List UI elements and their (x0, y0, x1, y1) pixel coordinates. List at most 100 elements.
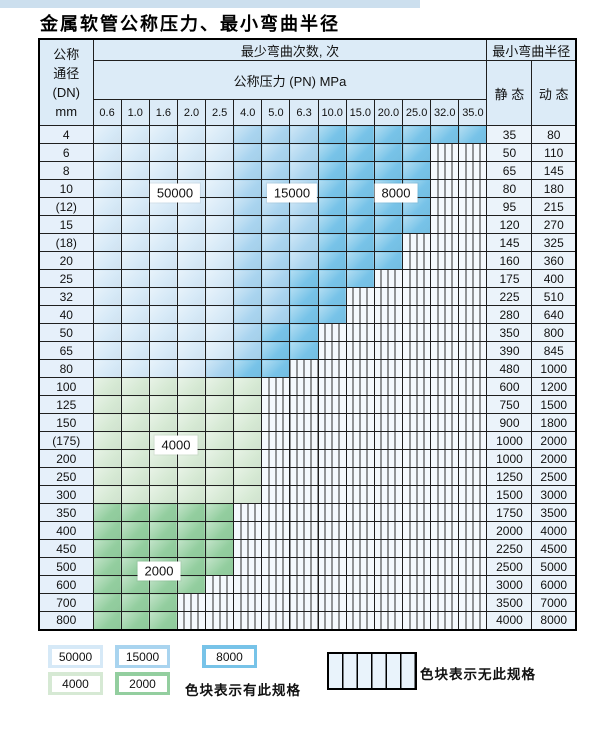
spec-cell-50000 (148, 161, 178, 180)
table-row: (18) 145 325 (38, 233, 577, 252)
spec-cell-none (289, 413, 319, 432)
spec-cell-50000 (148, 215, 178, 234)
spec-cell-50000 (120, 215, 150, 234)
spec-cell-2000 (176, 557, 207, 576)
pressure-tick: 2.0 (176, 99, 207, 126)
spec-cell-none (345, 377, 375, 396)
table-row: 32 225 510 (38, 287, 577, 306)
spec-cell-none (317, 485, 347, 504)
spec-cell-50000 (205, 125, 235, 144)
spec-cell-2000 (92, 503, 122, 522)
spec-cell-8000 (345, 269, 375, 288)
spec-cell-50000 (92, 359, 122, 378)
spec-cell-50000 (205, 305, 235, 324)
legend-no-spec-text: 色块表示无此规格 (420, 667, 536, 682)
spec-cell-none (317, 521, 347, 540)
spec-cell-none (345, 431, 375, 450)
table-row: 500 2500 5000 (38, 557, 577, 576)
spec-cell-none (317, 395, 347, 414)
spec-cell-4000 (205, 395, 235, 414)
spec-cell-4000 (233, 395, 263, 414)
spec-cell-none (261, 575, 291, 594)
spec-cell-none (430, 413, 460, 432)
spec-cell-8000 (345, 197, 375, 216)
spec-cell-none (345, 539, 375, 558)
dynamic-value-cell: 1000 (531, 359, 577, 378)
spec-cell-15000 (233, 269, 263, 288)
spec-cell-4000 (92, 395, 122, 414)
spec-cell-15000 (261, 125, 291, 144)
spec-cell-none (458, 611, 488, 630)
table-row: 100 600 1200 (38, 377, 577, 396)
table-row: 15 120 270 (38, 215, 577, 234)
dynamic-value-cell: 110 (531, 143, 577, 162)
dn-cell: 300 (38, 485, 94, 504)
static-value-cell: 175 (486, 269, 533, 288)
table-row: 400 2000 4000 (38, 521, 577, 540)
spec-cell-8000 (261, 341, 291, 360)
static-value-cell: 80 (486, 179, 533, 198)
static-value-cell: 600 (486, 377, 533, 396)
spec-cell-none (373, 395, 404, 414)
spec-cell-8000 (317, 233, 347, 252)
legend-chip-label: 15000 (118, 648, 167, 665)
spec-cell-none (233, 539, 263, 558)
spec-cell-15000 (205, 359, 235, 378)
legend-chip-50000: 50000 (48, 645, 103, 668)
spec-cell-none (458, 449, 488, 468)
spec-cell-8000 (345, 215, 375, 234)
dynamic-value-cell: 145 (531, 161, 577, 180)
spec-cell-none (261, 557, 291, 576)
spec-cell-none (458, 593, 488, 612)
spec-cell-8000 (261, 323, 291, 342)
spec-cell-50000 (148, 305, 178, 324)
spec-cell-none (176, 611, 207, 630)
spec-table: 公称 通径 (DN) mm 最少弯曲次数, 次 最小弯曲半径 公称压力 (PN)… (38, 38, 577, 631)
spec-cell-50000 (176, 215, 207, 234)
spec-cell-8000 (317, 305, 347, 324)
dn-cell: 125 (38, 395, 94, 414)
dynamic-value-cell: 215 (531, 197, 577, 216)
spec-cell-none (261, 395, 291, 414)
spec-cell-50000 (205, 233, 235, 252)
pressure-tick: 35.0 (458, 99, 488, 126)
spec-cell-none (373, 539, 404, 558)
spec-cell-none (345, 557, 375, 576)
spec-cell-8000 (402, 143, 432, 162)
spec-cell-4000 (205, 485, 235, 504)
spec-cell-2000 (92, 521, 122, 540)
spec-cell-4000 (205, 467, 235, 486)
spec-cell-4000 (92, 449, 122, 468)
spec-cell-50000 (176, 341, 207, 360)
cycle-count-label: 4000 (154, 435, 198, 455)
spec-cell-none (430, 197, 460, 216)
spec-cell-2000 (176, 575, 207, 594)
spec-cell-50000 (176, 251, 207, 270)
spec-cell-none (233, 575, 263, 594)
dynamic-value-cell: 325 (531, 233, 577, 252)
spec-cell-none (402, 305, 432, 324)
spec-cell-8000 (317, 269, 347, 288)
spec-cell-none (289, 359, 319, 378)
dn-cell: 350 (38, 503, 94, 522)
spec-cell-15000 (261, 251, 291, 270)
spec-cell-none (458, 269, 488, 288)
spec-cell-8000 (345, 179, 375, 198)
spec-cell-none (289, 557, 319, 576)
spec-cell-2000 (148, 593, 178, 612)
bend-cycles-header: 最少弯曲次数, 次 (92, 38, 488, 61)
spec-cell-none (373, 503, 404, 522)
spec-cell-none (402, 287, 432, 306)
spec-cell-none (430, 287, 460, 306)
spec-cell-none (373, 269, 404, 288)
spec-cell-8000 (373, 215, 404, 234)
pressure-tick: 25.0 (402, 99, 432, 126)
static-value-cell: 1250 (486, 467, 533, 486)
dynamic-value-cell: 510 (531, 287, 577, 306)
spec-cell-50000 (92, 287, 122, 306)
spec-cell-none (458, 215, 488, 234)
spec-cell-15000 (233, 215, 263, 234)
spec-cell-none (430, 215, 460, 234)
dynamic-value-cell: 800 (531, 323, 577, 342)
spec-cell-none (430, 305, 460, 324)
